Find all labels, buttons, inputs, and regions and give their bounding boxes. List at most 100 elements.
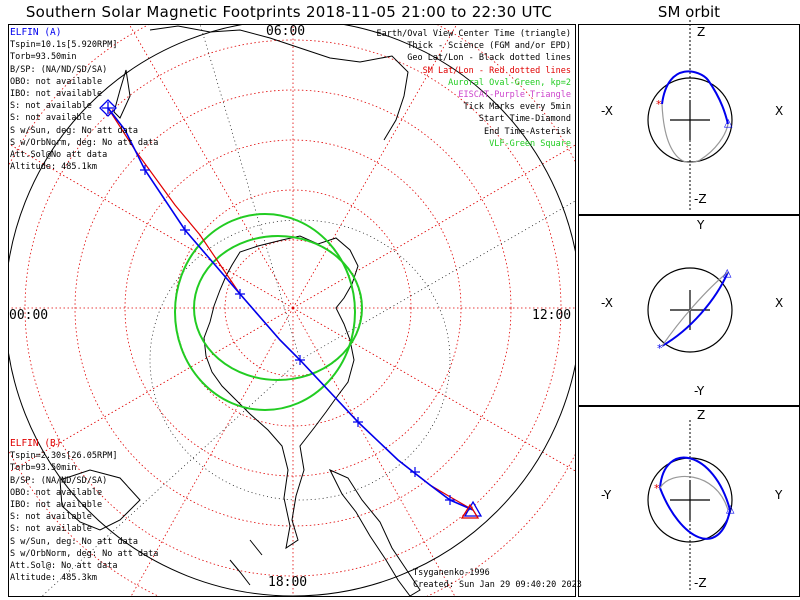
- legend-item: SM Lat/Lon - Red dotted lines: [422, 65, 571, 76]
- info-line: Tspin=2.30s[26.05RPM]: [10, 451, 118, 462]
- orbit-b-path: [661, 103, 729, 164]
- sm-panel-yz: * △: [647, 420, 735, 590]
- coastlines: [59, 25, 421, 596]
- info-line: Tspin=10.1s[5.920RPM]: [10, 40, 118, 51]
- tick-mark: [140, 165, 150, 175]
- orbit-a-path: [659, 456, 732, 540]
- auroral-oval-outer: [174, 213, 356, 411]
- australia-coast: [59, 469, 141, 531]
- info-line: Altitude: 485.3km: [10, 573, 97, 584]
- sm-panel-xy: * △: [647, 266, 733, 355]
- info-line: S: not available: [10, 524, 92, 535]
- info-line: OBO: not available: [10, 76, 103, 87]
- axis-label-left: -X: [601, 296, 613, 310]
- orbit-a-path: [661, 70, 729, 125]
- sm-meridian: [9, 143, 294, 309]
- model-credit: Tsyganenko-1996: [413, 568, 490, 578]
- axis-label-right: Y: [775, 488, 783, 502]
- info-line: Altitude: 485.1km: [10, 162, 97, 173]
- axis-label-bottom: -Z: [694, 576, 707, 590]
- tick-mark: [445, 495, 455, 505]
- orbit-b-path: [659, 475, 729, 511]
- geo-grid: [41, 25, 575, 596]
- info-line: S w/Sun, deg: No att data: [10, 125, 138, 136]
- info-line: S: not available: [10, 113, 92, 124]
- orbit-b-path: [661, 271, 729, 347]
- legend-item: EISCAT-Purple Triangle: [458, 89, 571, 100]
- orbit-a-path: [661, 271, 729, 347]
- info-line: IBO: not available: [10, 88, 103, 99]
- sm-meridian: [292, 144, 575, 309]
- info-line: S w/OrbNorm, deg: No att data: [10, 548, 159, 559]
- sm-meridian: [9, 307, 294, 473]
- sm-lat-circle: [74, 89, 512, 527]
- end-asterisk: *: [656, 98, 662, 111]
- sm-meridian: [292, 25, 457, 309]
- axis-label-top: Y: [697, 218, 705, 232]
- south-america-coast: [328, 468, 421, 596]
- end-triangle-marker: △: [726, 502, 735, 515]
- end-triangle: [460, 500, 483, 519]
- info-line: S: not available: [10, 512, 92, 523]
- new-zealand-coast: [229, 539, 263, 586]
- elfin-a-header: ELFIN (A): [10, 27, 62, 38]
- elfin-a-info: ELFIN (A) Tspin=10.1s[5.920RPM] Torb=93.…: [10, 27, 158, 173]
- tick-mark: [295, 355, 305, 365]
- footprint-map-frame: [8, 24, 576, 597]
- legend-item: Thick - Science (FGM and/or EPD): [407, 41, 571, 52]
- elfin-a-ticks: [140, 165, 455, 505]
- legend-item: Auroral Oval-Green, kp=2: [448, 77, 571, 88]
- mlt-label-left: 00:00: [9, 308, 49, 323]
- info-line: OBO: not available: [10, 487, 103, 498]
- mlt-label-bottom: 18:00: [268, 575, 308, 590]
- sm-grid-meridians: [9, 25, 575, 596]
- tick-mark: [410, 467, 420, 477]
- tick-mark: [235, 289, 245, 299]
- axis-label-bottom: -Y: [694, 384, 705, 398]
- start-asterisk: *: [657, 342, 663, 355]
- auroral-oval: [174, 213, 363, 411]
- start-diamond: [99, 99, 117, 117]
- legend-item: Start Time-Diamond: [478, 114, 571, 125]
- info-line: Torb=93.50min: [10, 463, 77, 474]
- sm-orbit-title: SM orbit: [657, 3, 721, 21]
- sm-panel-xz: * △: [647, 20, 733, 210]
- info-line: S: not available: [10, 101, 92, 112]
- legend-item: End Time-Asterisk: [484, 126, 571, 137]
- elfin-b-info: ELFIN (B) Tspin=2.30s[26.05RPM] Torb=93.…: [10, 438, 158, 584]
- axis-label-bottom: -Z: [694, 192, 707, 206]
- axis-label-right: X: [775, 104, 784, 118]
- legend-item: Geo Lat/Lon - Black dotted lines: [407, 53, 571, 64]
- info-line: B/SP: (NA/ND/SD/SA): [10, 475, 108, 486]
- mlt-label-top: 06:00: [266, 24, 306, 39]
- sm-lat-circle: [174, 189, 412, 427]
- axis-label-left: -Y: [601, 488, 612, 502]
- plot-title: Southern Solar Magnetic Footprints 2018-…: [25, 3, 553, 21]
- legend: Earth/Oval View Center Time (triangle) T…: [377, 28, 571, 150]
- sm-meridian: [292, 307, 575, 472]
- antarctica-coast: [203, 235, 359, 550]
- elfin-b-header: ELFIN (B): [10, 438, 62, 449]
- axis-label-top: Z: [697, 408, 706, 422]
- created-timestamp: Created: Sun Jan 29 09:40:20 2023: [413, 580, 582, 590]
- axis-label-top: Z: [697, 25, 706, 39]
- tick-mark: [180, 225, 190, 235]
- info-line: Torb=93.50min: [10, 52, 77, 63]
- legend-item: Tick Marks every 5min: [463, 102, 571, 113]
- info-line: B/SP: (NA/ND/SD/SA): [10, 64, 108, 75]
- earth-circle: [647, 267, 733, 353]
- mlt-label-right: 12:00: [532, 308, 572, 323]
- axis-label-right: X: [775, 296, 784, 310]
- info-line: IBO: not available: [10, 499, 103, 510]
- info-line: S w/OrbNorm, deg: No att data: [10, 137, 159, 148]
- africa-coast: [149, 25, 409, 141]
- end-triangle-marker: △: [724, 116, 733, 129]
- tick-mark: [353, 417, 363, 427]
- info-line: S w/Sun, deg: No att data: [10, 536, 138, 547]
- end-triangle-marker: △: [723, 266, 732, 279]
- legend-item: VLF-Green Square: [489, 138, 571, 149]
- info-line: Att.Sol@No att data: [10, 149, 108, 160]
- geo-meridian: [199, 25, 301, 361]
- info-line: Att.Sol@: No att data: [10, 560, 118, 571]
